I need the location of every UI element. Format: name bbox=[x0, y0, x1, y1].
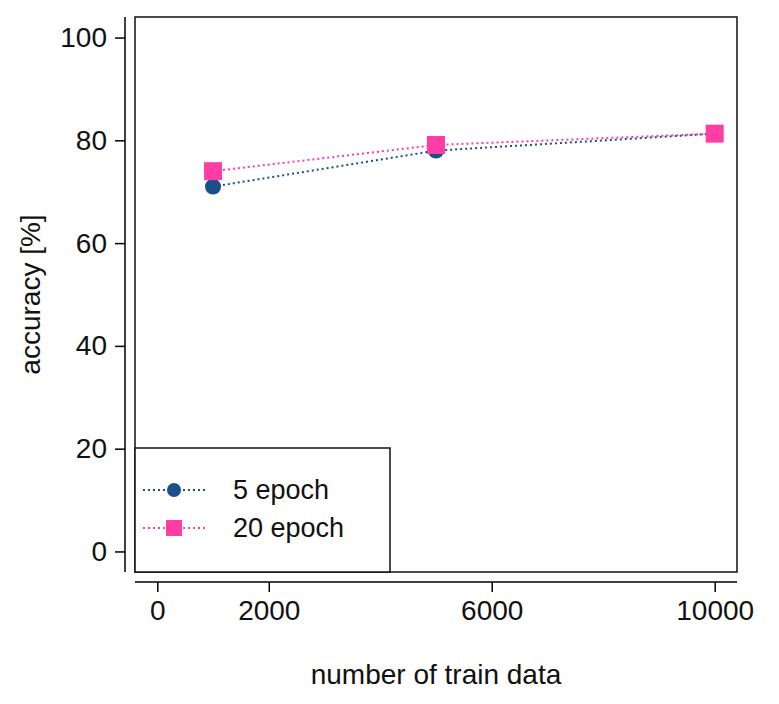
series-marker bbox=[427, 136, 445, 154]
x-tick-mark bbox=[269, 582, 271, 592]
x-tick: 2000 bbox=[238, 582, 300, 626]
y-tick: 40 bbox=[76, 330, 125, 361]
y-tick: 100 bbox=[60, 22, 125, 53]
legend: 5 epoch 20 epoch bbox=[135, 448, 390, 572]
legend-label: 5 epoch bbox=[233, 475, 329, 505]
y-tick: 0 bbox=[91, 536, 125, 567]
y-tick-label: 0 bbox=[91, 536, 107, 567]
legend-box bbox=[135, 448, 390, 572]
series-marker bbox=[204, 162, 222, 180]
y-tick-mark bbox=[115, 448, 125, 450]
series-marker bbox=[707, 126, 723, 142]
x-tick-mark bbox=[157, 582, 159, 592]
x-tick-mark bbox=[714, 582, 716, 592]
x-axis: 0 2000 6000 10000 bbox=[135, 582, 754, 626]
series-line bbox=[213, 134, 715, 187]
legend-marker bbox=[167, 483, 181, 497]
plot: 0 2000 6000 10000 0 20 40 60 80 100 5 epoch 20 epoc… bbox=[60, 17, 754, 626]
y-tick-mark bbox=[115, 243, 125, 245]
y-axis-line bbox=[124, 17, 126, 572]
x-tick: 10000 bbox=[676, 582, 754, 626]
series-line bbox=[213, 134, 715, 172]
y-tick-mark bbox=[115, 551, 125, 553]
y-axis-title: accuracy [%] bbox=[15, 214, 46, 374]
series-group bbox=[204, 125, 724, 195]
y-tick-mark bbox=[115, 37, 125, 39]
x-tick-mark bbox=[491, 582, 493, 592]
y-tick: 60 bbox=[76, 228, 125, 259]
series-marker bbox=[205, 179, 221, 195]
plot-frame bbox=[135, 17, 737, 572]
y-tick-mark bbox=[115, 346, 125, 348]
y-axis: 0 20 40 60 80 100 bbox=[60, 17, 125, 572]
legend-label: 20 epoch bbox=[233, 513, 344, 543]
y-tick-label: 80 bbox=[76, 125, 107, 156]
legend-marker bbox=[166, 520, 182, 536]
x-tick: 0 bbox=[150, 582, 166, 626]
x-tick-label: 0 bbox=[150, 595, 166, 626]
y-tick: 80 bbox=[76, 125, 125, 156]
y-tick-label: 20 bbox=[76, 433, 107, 464]
x-tick-label: 6000 bbox=[461, 595, 523, 626]
chart: 0 2000 6000 10000 0 20 40 60 80 100 5 epoch 20 epoc… bbox=[0, 0, 779, 704]
y-tick-label: 40 bbox=[76, 330, 107, 361]
y-tick: 20 bbox=[76, 433, 125, 464]
x-tick-label: 2000 bbox=[238, 595, 300, 626]
x-axis-title: number of train data bbox=[311, 659, 562, 690]
y-tick-label: 100 bbox=[60, 22, 107, 53]
x-tick: 6000 bbox=[461, 582, 523, 626]
y-tick-mark bbox=[115, 140, 125, 142]
x-axis-line bbox=[135, 581, 737, 583]
series-marker bbox=[706, 125, 724, 143]
x-tick-label: 10000 bbox=[676, 595, 754, 626]
y-tick-label: 60 bbox=[76, 228, 107, 259]
